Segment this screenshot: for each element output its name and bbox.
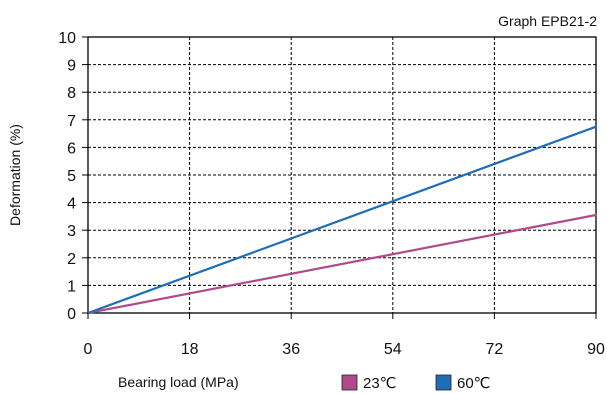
y-axis-title: Deformation (%) [7, 124, 23, 226]
y-tick-label: 0 [67, 306, 76, 323]
legend-swatch [435, 374, 452, 391]
legend: 23℃ 60℃ [341, 374, 491, 392]
y-tick-label: 10 [58, 30, 76, 47]
series-line-60 [86, 125, 598, 315]
series-layer [86, 125, 598, 315]
legend-swatch [341, 374, 358, 391]
grid [88, 37, 596, 313]
y-tick-label: 3 [67, 223, 76, 240]
legend-label: 23℃ [363, 375, 397, 392]
x-axis-title: Bearing load (MPa) [118, 374, 239, 390]
graph-label: Graph EPB21-2 [498, 13, 597, 29]
x-tick-label: 18 [181, 341, 199, 358]
y-tick-label: 9 [67, 58, 76, 75]
y-tick-label: 8 [67, 85, 76, 102]
y-tick-label: 5 [67, 168, 76, 185]
x-tick-label: 36 [282, 341, 300, 358]
series-line-23 [86, 213, 598, 315]
x-tick-label: 72 [486, 341, 504, 358]
y-tick-label: 7 [67, 113, 76, 130]
y-tick-label: 2 [67, 251, 76, 268]
x-tick-label: 54 [384, 341, 402, 358]
x-tick-label: 90 [587, 341, 605, 358]
x-tick-label: 0 [84, 341, 93, 358]
x-axis-ticks: 0 18 36 54 72 90 [84, 313, 605, 358]
y-tick-label: 4 [67, 196, 76, 213]
y-axis-ticks: 0 1 2 3 4 5 6 7 8 9 10 [58, 30, 88, 323]
y-tick-label: 1 [67, 278, 76, 295]
y-tick-label: 6 [67, 140, 76, 157]
legend-label: 60℃ [457, 375, 491, 392]
